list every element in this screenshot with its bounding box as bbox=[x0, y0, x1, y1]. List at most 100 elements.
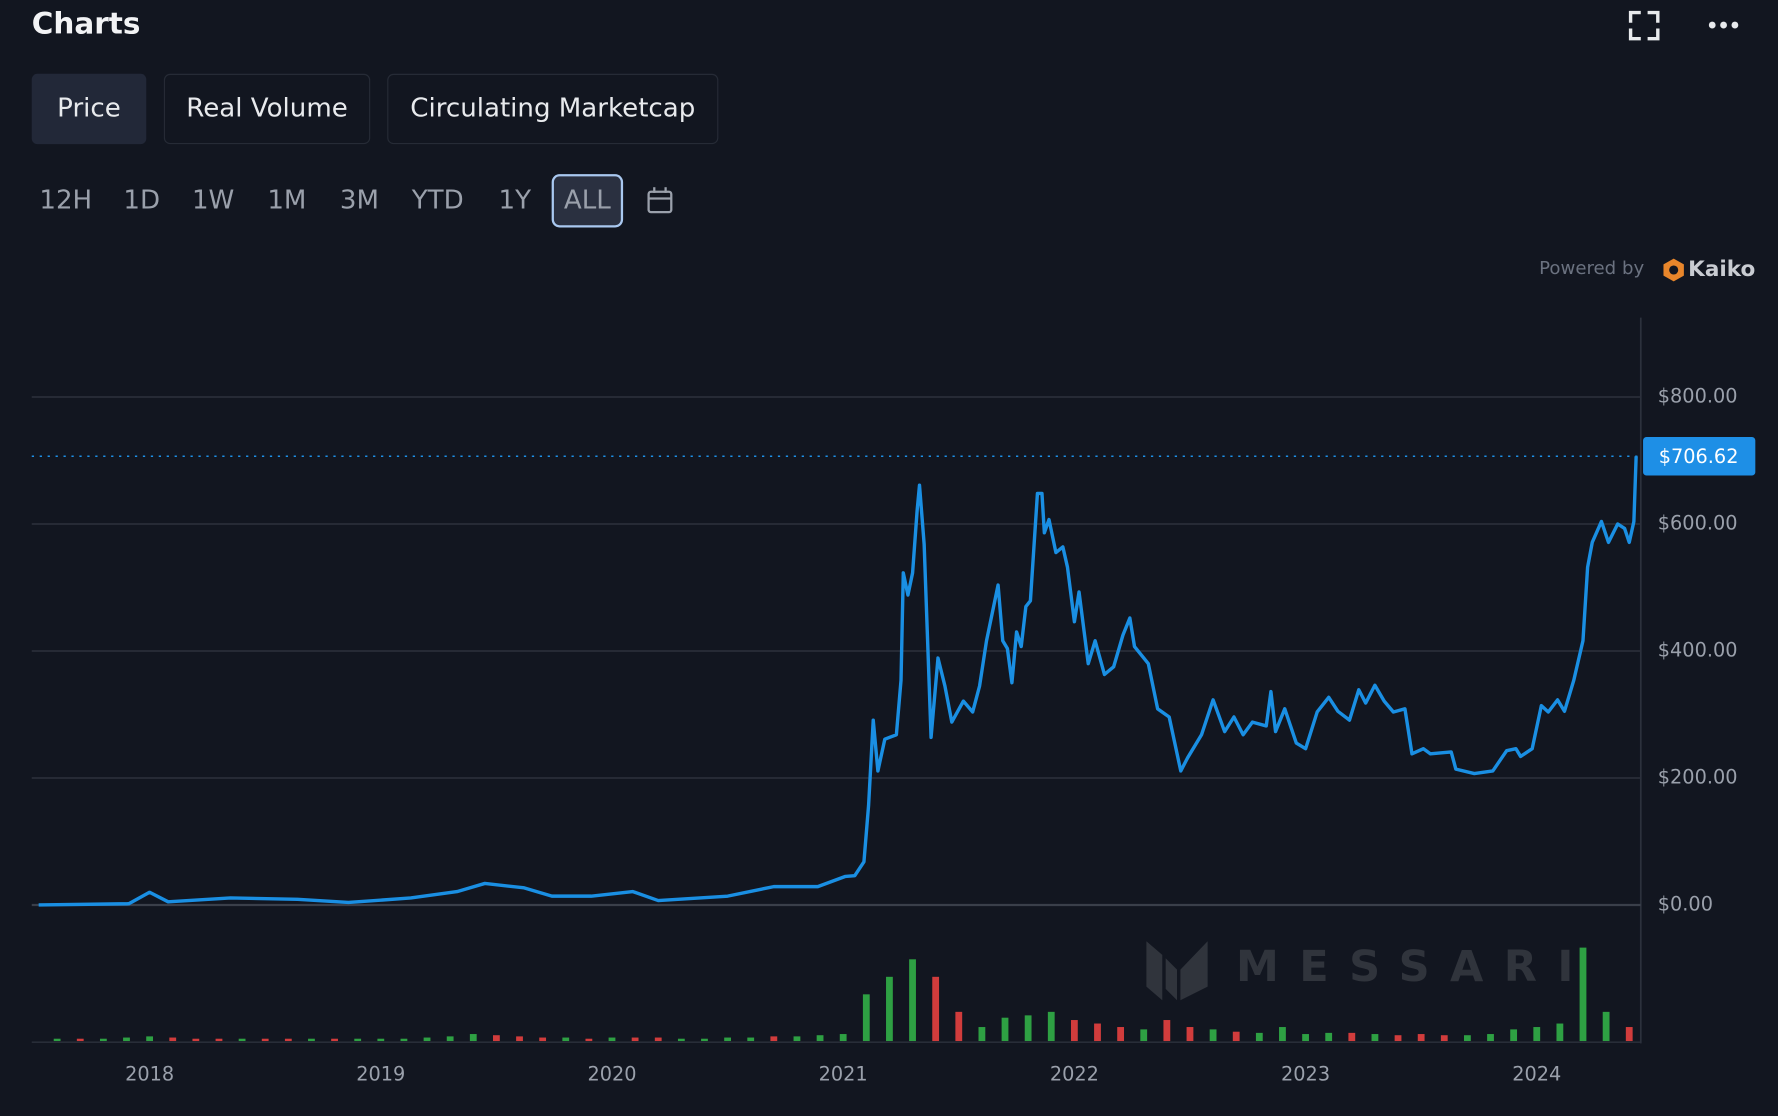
range-option[interactable]: 1D bbox=[123, 185, 160, 215]
volume-bar bbox=[53, 1038, 61, 1042]
range-option[interactable]: 1M bbox=[267, 185, 306, 215]
volume-bar bbox=[1140, 1029, 1148, 1042]
volume-bar bbox=[1001, 1017, 1009, 1042]
volume-bar bbox=[261, 1038, 269, 1042]
volume-bar bbox=[1602, 1011, 1610, 1042]
x-tick-label: 2020 bbox=[587, 1063, 636, 1086]
volume-bar bbox=[123, 1037, 130, 1042]
y-tick-label: $0.00 bbox=[1658, 892, 1713, 915]
volume-bar bbox=[631, 1037, 639, 1042]
volume-bar bbox=[724, 1037, 731, 1042]
tab[interactable] bbox=[387, 73, 719, 145]
y-tick-label: $800.00 bbox=[1658, 384, 1738, 407]
volume-bar bbox=[1417, 1034, 1425, 1042]
range-option[interactable]: ALL bbox=[564, 185, 611, 215]
kaiko-logo bbox=[1663, 258, 1684, 282]
volume-bar bbox=[654, 1037, 662, 1042]
volume-bar bbox=[1556, 1023, 1564, 1042]
volume-bar bbox=[1117, 1027, 1125, 1042]
volume-bar bbox=[400, 1038, 408, 1042]
fullscreen-icon[interactable] bbox=[1628, 10, 1660, 41]
volume-bar bbox=[354, 1038, 362, 1042]
volume-bar bbox=[284, 1038, 292, 1042]
volume-bar bbox=[1209, 1029, 1217, 1042]
volume-bar bbox=[423, 1037, 431, 1042]
volume-bar bbox=[1255, 1032, 1263, 1042]
volume-bar bbox=[99, 1038, 107, 1042]
y-tick-label: $400.00 bbox=[1658, 638, 1738, 661]
volume-bar bbox=[932, 976, 940, 1042]
volume-bar bbox=[516, 1036, 523, 1042]
range-option[interactable]: 3M bbox=[340, 185, 379, 215]
range-option[interactable]: 12H bbox=[39, 185, 92, 215]
volume-bar bbox=[1024, 1015, 1032, 1042]
range-option[interactable]: 1Y bbox=[499, 185, 532, 215]
title: Charts bbox=[32, 7, 141, 41]
powered-by: Powered by bbox=[1539, 258, 1644, 279]
y-tick-label: $600.00 bbox=[1658, 511, 1738, 534]
tab-active[interactable] bbox=[31, 73, 147, 145]
volume-bar bbox=[1579, 947, 1587, 1042]
x-tick-label: 2018 bbox=[125, 1063, 174, 1086]
volume-bar bbox=[1510, 1029, 1518, 1042]
volume-bar bbox=[146, 1036, 154, 1042]
volume-bar bbox=[1440, 1035, 1448, 1042]
last-price-badge bbox=[1643, 437, 1756, 476]
volume-bar bbox=[1487, 1034, 1494, 1042]
range-option[interactable]: 1W bbox=[192, 185, 234, 215]
tab-label[interactable]: Circulating Marketcap bbox=[410, 93, 695, 123]
price-line bbox=[38, 456, 1638, 907]
tab[interactable] bbox=[163, 73, 371, 145]
range-active[interactable] bbox=[551, 174, 624, 228]
volume-bar bbox=[169, 1037, 177, 1042]
volume-bar bbox=[1625, 1027, 1633, 1042]
volume-bar bbox=[701, 1038, 708, 1042]
volume-bar bbox=[1094, 1023, 1101, 1042]
more-icon[interactable] bbox=[1708, 21, 1739, 29]
volume-bar bbox=[862, 994, 870, 1042]
volume-bar bbox=[446, 1036, 454, 1042]
volume-bar bbox=[1371, 1034, 1379, 1042]
volume-bar bbox=[978, 1027, 986, 1042]
x-tick-label: 2023 bbox=[1281, 1063, 1330, 1086]
y-tick-label: $200.00 bbox=[1658, 765, 1738, 788]
volume-bar bbox=[377, 1038, 385, 1042]
kaiko-brand: Kaiko bbox=[1688, 257, 1755, 282]
range-option[interactable]: YTD bbox=[411, 185, 464, 215]
volume-bar bbox=[1325, 1032, 1333, 1042]
volume-bar bbox=[1163, 1020, 1171, 1042]
calendar-icon[interactable] bbox=[647, 187, 673, 214]
volume-bar bbox=[539, 1037, 547, 1042]
volume-bar bbox=[793, 1036, 801, 1042]
volume-bar bbox=[1279, 1027, 1286, 1042]
volume-bar bbox=[909, 959, 916, 1042]
volume-bar bbox=[608, 1037, 616, 1042]
volume-bar bbox=[886, 976, 893, 1042]
volume-bar bbox=[1533, 1027, 1541, 1042]
volume-bar bbox=[770, 1036, 778, 1042]
volume-bar bbox=[816, 1035, 824, 1042]
volume-bar bbox=[469, 1034, 477, 1042]
volume-bar bbox=[747, 1037, 755, 1042]
volume-bar bbox=[1186, 1027, 1194, 1042]
volume-bar bbox=[492, 1035, 500, 1042]
volume-bar bbox=[839, 1034, 847, 1042]
x-tick-label: 2022 bbox=[1050, 1063, 1099, 1086]
volume-bar bbox=[1302, 1034, 1309, 1042]
x-tick-label: 2024 bbox=[1512, 1063, 1561, 1086]
volume-bar bbox=[76, 1038, 84, 1042]
tab-label[interactable]: Real Volume bbox=[186, 93, 348, 123]
volume-bar bbox=[1394, 1035, 1402, 1042]
messari-logo bbox=[1146, 941, 1208, 1001]
volume-bar bbox=[1348, 1032, 1356, 1042]
volume-bar bbox=[1047, 1011, 1055, 1042]
volume-bar bbox=[677, 1038, 685, 1042]
tab-label[interactable]: Price bbox=[57, 93, 121, 123]
volume-bar bbox=[331, 1038, 338, 1042]
volume-bar bbox=[1232, 1031, 1240, 1042]
watermark: MESSARI bbox=[1236, 942, 1594, 992]
volume-bar bbox=[192, 1038, 200, 1042]
